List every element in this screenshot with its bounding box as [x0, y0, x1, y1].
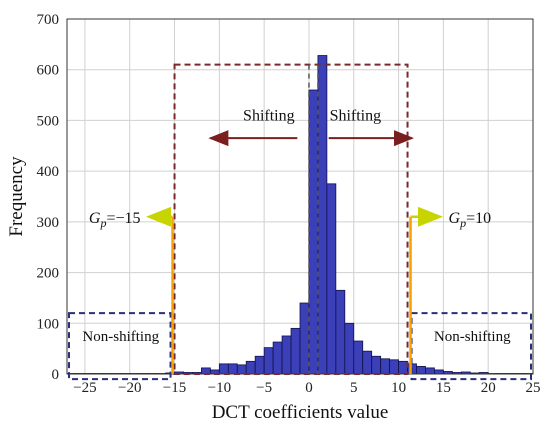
y-axis-title: Frequency [6, 156, 27, 237]
y-tick-label: 400 [37, 164, 60, 180]
shift-right-label: Shifting [330, 107, 382, 124]
x-tick-label: 20 [481, 380, 496, 396]
y-tick-label: 300 [37, 215, 60, 231]
histogram-bar [416, 365, 426, 375]
nonshift-left-label: Non-shifting [82, 329, 159, 345]
histogram-bar [389, 359, 399, 375]
histogram-bar [272, 341, 283, 375]
x-tick-label: −25 [73, 380, 96, 396]
gp-left-label: Gp=−15 [89, 210, 141, 230]
y-tick-label: 200 [37, 266, 60, 282]
histogram-bar [254, 355, 265, 375]
histogram-bar [317, 55, 328, 375]
histogram-bar [380, 358, 391, 375]
x-tick-label: 0 [305, 380, 313, 396]
shift-left-label: Shifting [243, 107, 295, 124]
nonshift-right-label: Non-shifting [434, 329, 511, 345]
histogram-bar [263, 347, 274, 375]
x-tick-label: −15 [163, 380, 186, 396]
histogram-bar [299, 302, 310, 375]
plot-frame [66, 18, 534, 375]
shifting-region-box [173, 63, 409, 376]
nonshift-left-box [68, 312, 172, 381]
histogram-bar [245, 360, 256, 375]
y-tick-label: 0 [52, 367, 60, 383]
histogram-bar [434, 369, 444, 375]
histogram-bar [326, 183, 337, 375]
gp-right-label: Gp=10 [449, 210, 492, 230]
x-tick-label: −20 [118, 380, 141, 396]
y-tick-label: 700 [37, 12, 60, 28]
nonshift-right-box [410, 312, 532, 381]
plot-border [66, 18, 534, 375]
histogram-bar [308, 89, 319, 375]
histogram-bar [290, 327, 301, 375]
annotations: Shifting Shifting Non-shifting Non-shifting… [68, 63, 532, 381]
x-tick-label: −10 [208, 380, 231, 396]
y-tick-label: 100 [37, 316, 60, 332]
histogram-bar [371, 355, 382, 375]
histogram-bar [335, 289, 346, 375]
y-tick-label: 600 [37, 63, 60, 79]
histogram-bar [398, 360, 408, 375]
histogram-bar [227, 363, 238, 375]
histogram-bar [362, 350, 373, 375]
x-tick-label: 15 [436, 380, 451, 396]
histogram-bar [236, 364, 247, 375]
x-tick-label: 5 [350, 380, 358, 396]
x-tick-label: 10 [391, 380, 406, 396]
x-axis-title: DCT coefficients value [212, 402, 389, 423]
x-tick-label: −5 [256, 380, 272, 396]
tick-labels: −25 −20 −15 −10 −5 0 5 10 15 20 25 0 100 200 300 400 500… [37, 12, 541, 396]
y-tick-label: 500 [37, 113, 60, 129]
histogram-bar [353, 340, 364, 375]
histogram-bar [344, 322, 355, 375]
axis-titles: DCT coefficients value Frequency [6, 156, 388, 423]
histogram-bar [218, 363, 229, 375]
histogram-bar [281, 335, 292, 375]
histogram-bar [425, 367, 435, 375]
x-tick-label: 25 [526, 380, 541, 396]
